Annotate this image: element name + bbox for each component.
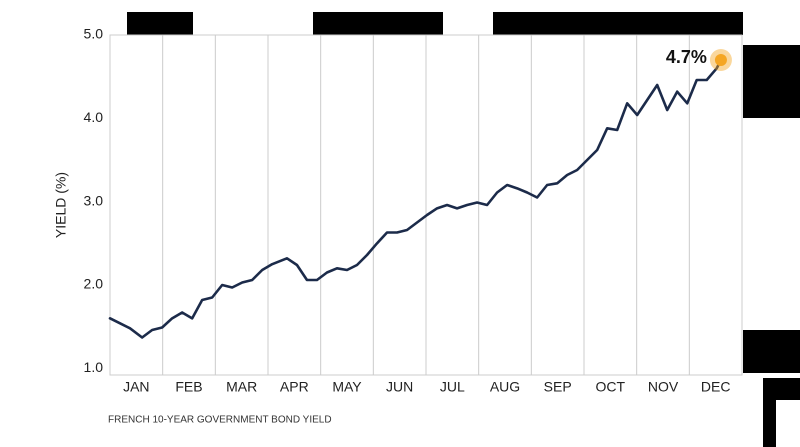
caption: FRENCH 10-YEAR GOVERNMENT BOND YIELD: [108, 415, 332, 426]
block: [313, 12, 443, 35]
block: [127, 12, 193, 35]
x-tick-label: AUG: [490, 379, 520, 395]
x-tick-label: JUL: [440, 379, 465, 395]
y-tick-label: 3.0: [84, 192, 104, 208]
x-tick-label: APR: [280, 379, 309, 395]
x-tick-label: FEB: [175, 379, 202, 395]
value-label: 4.7%: [666, 47, 707, 67]
x-tick-label: OCT: [596, 379, 626, 395]
y-tick-label: 4.0: [84, 109, 104, 125]
x-tick-label: MAR: [226, 379, 257, 395]
y-tick-label: 5.0: [84, 26, 104, 42]
y-tick-label: 1.0: [84, 359, 104, 375]
x-tick-label: JUN: [386, 379, 413, 395]
line: [108, 58, 723, 339]
y-tick-label: 2.0: [84, 276, 104, 292]
y-axis-label: YIELD (%): [53, 172, 69, 238]
highlight-dot: [714, 54, 727, 66]
block: [493, 12, 743, 35]
block: [743, 45, 800, 118]
block: [743, 330, 800, 373]
x-tick-label: DEC: [701, 379, 731, 395]
decor: [127, 12, 800, 447]
x-tick-label: NOV: [648, 379, 679, 395]
block-inset: [776, 400, 800, 447]
x-tick-label: MAY: [332, 379, 362, 395]
x-tick-label: JAN: [123, 379, 149, 395]
x-tick-label: SEP: [544, 379, 572, 395]
